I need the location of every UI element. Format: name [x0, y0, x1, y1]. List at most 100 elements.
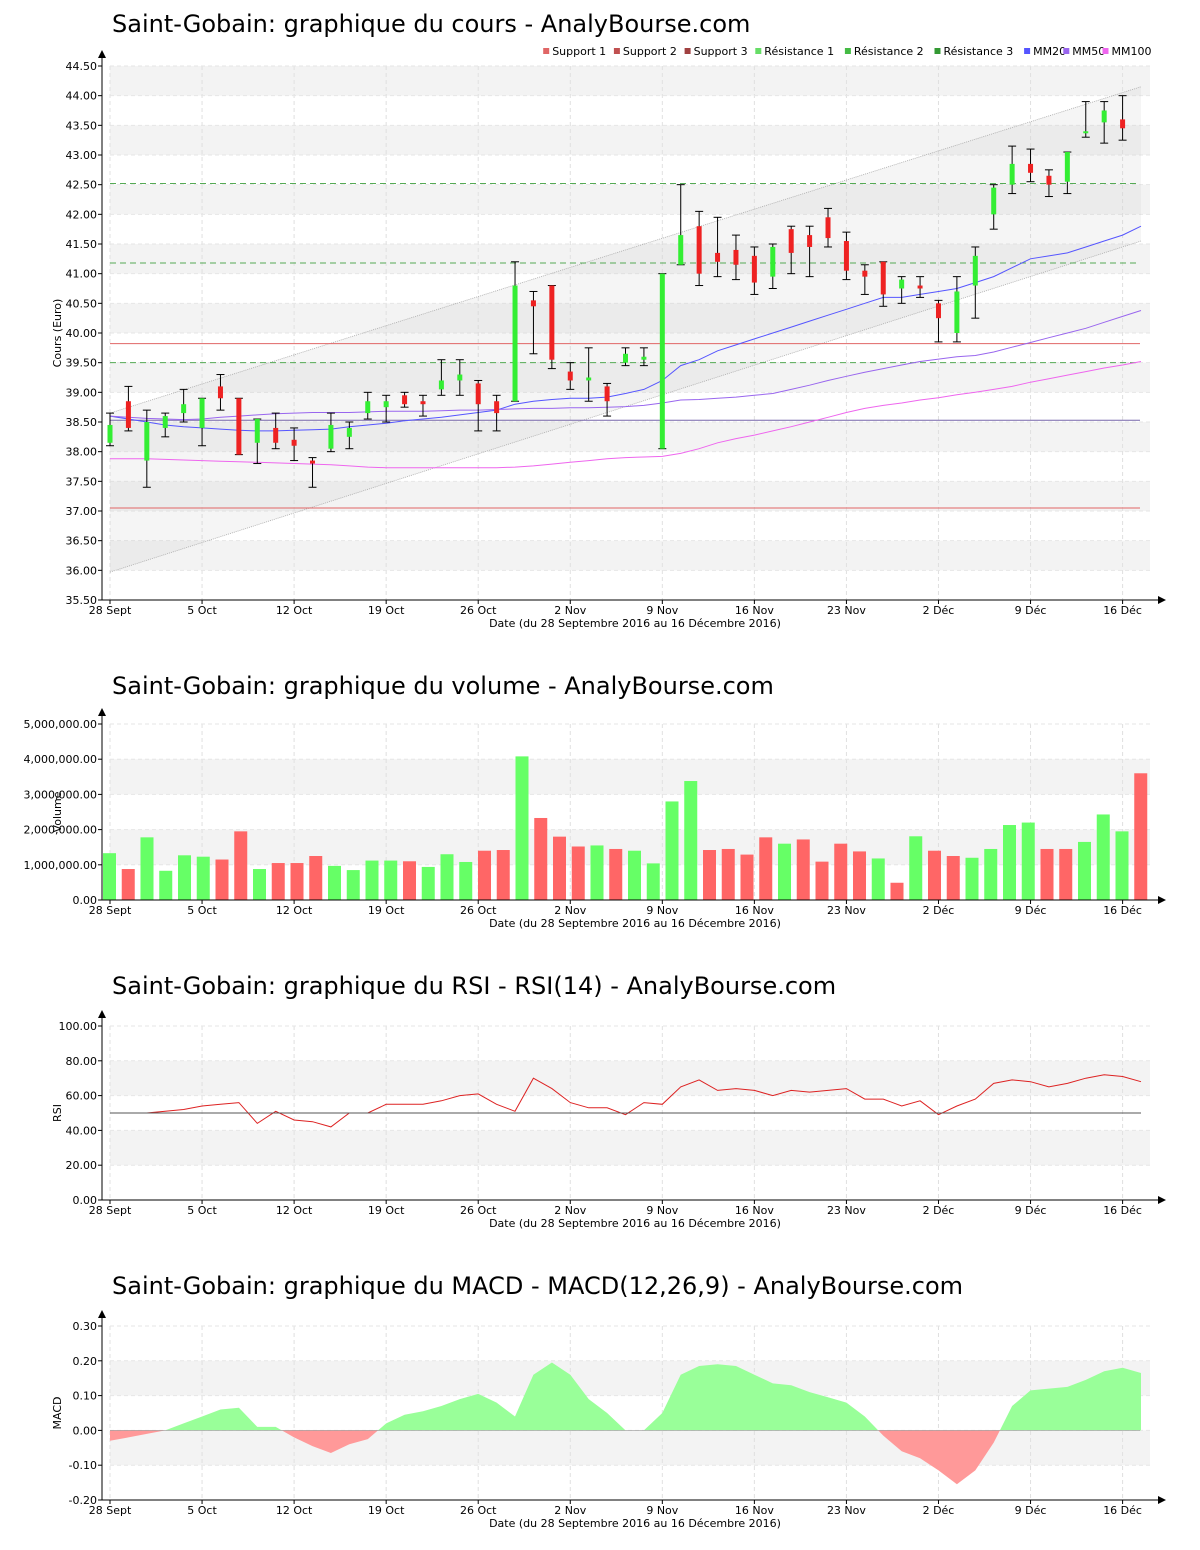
y-tick-label: 44.00 — [66, 90, 98, 103]
candle-body — [880, 261, 886, 295]
macd-area-negative — [878, 1430, 1000, 1485]
candle-body — [807, 235, 813, 247]
volume-bar — [590, 845, 604, 900]
legend-swatch — [1102, 48, 1109, 54]
candle-body — [107, 424, 113, 443]
candle-body — [475, 383, 481, 405]
volume-bar — [871, 858, 885, 900]
x-tick-label: 2 Déc — [923, 904, 955, 917]
candle-body — [770, 246, 776, 277]
x-tick-label: 5 Oct — [187, 1204, 217, 1217]
grid-band — [110, 422, 1150, 452]
volume-bar — [384, 860, 398, 900]
x-tick-label: 16 Déc — [1103, 1204, 1142, 1217]
volume-bar — [1134, 773, 1148, 900]
x-tick-label: 28 Sept — [89, 904, 132, 917]
legend-label: Résistance 3 — [944, 45, 1014, 58]
x-tick-label: 9 Déc — [1015, 1204, 1047, 1217]
y-tick-label: 0.30 — [73, 1320, 98, 1333]
volume-bar — [703, 850, 716, 900]
candle-body — [217, 386, 223, 399]
x-tick-label: 9 Nov — [646, 1204, 678, 1217]
x-tick-label: 9 Nov — [646, 604, 678, 617]
volume-bar — [534, 817, 548, 900]
y-tick-label: 37.50 — [66, 475, 98, 488]
volume-bar — [1096, 814, 1110, 900]
x-tick-label: 5 Oct — [187, 904, 217, 917]
y-tick-label: 60.00 — [66, 1090, 98, 1103]
x-tick-label: 5 Oct — [187, 604, 217, 617]
volume-bar — [253, 869, 266, 900]
x-axis-title: Date (du 28 Septembre 2016 au 16 Décembr… — [489, 917, 781, 930]
candle-body — [623, 353, 628, 363]
candle-body — [383, 401, 389, 408]
y-tick-label: 39.50 — [66, 357, 98, 370]
legend-label: Support 3 — [694, 45, 748, 58]
legend-label: MM100 — [1112, 45, 1152, 58]
volume-bar — [965, 857, 979, 900]
y-axis-title: MACD — [51, 1397, 64, 1430]
volume-bar — [740, 854, 754, 900]
y-tick-label: 20.00 — [66, 1159, 98, 1172]
macd-area-negative — [110, 1430, 166, 1441]
x-tick-label: 23 Nov — [827, 1504, 866, 1517]
y-tick-label: 0.00 — [73, 1424, 98, 1437]
volume-bar — [159, 870, 173, 900]
candle-body — [586, 377, 592, 381]
macd-area-positive — [378, 1362, 879, 1431]
candle-body — [604, 386, 610, 402]
legend-label: Résistance 2 — [854, 45, 924, 58]
x-tick-label: 12 Oct — [276, 1504, 313, 1517]
grid-band — [110, 125, 1150, 155]
x-tick-label: 23 Nov — [827, 904, 866, 917]
y-tick-label: 36.00 — [66, 564, 98, 577]
x-axis-title: Date (du 28 Septembre 2016 au 16 Décembr… — [489, 1217, 781, 1230]
legend-label: MM20 — [1033, 45, 1066, 58]
volume-bar — [140, 837, 154, 900]
volume-bar — [646, 863, 660, 900]
y-tick-label: 40.00 — [66, 1124, 98, 1137]
volume-bar — [890, 882, 904, 900]
x-axis-title: Date (du 28 Septembre 2016 au 16 Décembr… — [489, 1517, 781, 1530]
candle-body — [291, 439, 297, 446]
y-tick-label: 2,000,000.00 — [24, 824, 97, 837]
candle-body — [125, 401, 131, 428]
y-tick-label: 1,000,000.00 — [24, 859, 97, 872]
volume-chart-block: Saint-Gobain: graphique du volume - Anal… — [0, 670, 1200, 940]
candle-body — [420, 401, 426, 405]
x-tick-label: 12 Oct — [276, 1204, 313, 1217]
candle-body — [991, 187, 997, 215]
y-tick-label: 41.00 — [66, 268, 98, 281]
grid-band — [110, 362, 1150, 393]
x-tick-label: 16 Déc — [1103, 1504, 1142, 1517]
y-axis-arrow — [98, 708, 106, 716]
x-tick-label: 12 Oct — [276, 604, 313, 617]
candle-body — [236, 398, 242, 455]
volume-bar — [196, 856, 210, 900]
x-tick-label: 9 Déc — [1015, 604, 1047, 617]
macd-area-positive — [165, 1407, 282, 1431]
x-tick-label: 2 Déc — [923, 1204, 955, 1217]
y-tick-label: 0.00 — [73, 894, 98, 907]
candle-body — [1083, 131, 1089, 134]
candle-body — [346, 427, 352, 437]
x-tick-label: 2 Nov — [554, 1504, 586, 1517]
y-tick-label: 0.00 — [73, 1194, 98, 1207]
y-tick-label: 44.50 — [66, 60, 98, 73]
candle-body — [659, 273, 665, 449]
volume-chart-title: Saint-Gobain: graphique du volume - Anal… — [112, 672, 774, 700]
grid-band — [110, 540, 1150, 571]
candle-body — [273, 427, 279, 443]
candle-body — [181, 404, 187, 414]
volume-bar — [215, 859, 229, 900]
moving-average-line — [109, 310, 1142, 421]
y-tick-label: 4,000,000.00 — [24, 753, 97, 766]
legend-label: Support 1 — [552, 45, 606, 58]
candle-body — [530, 300, 536, 307]
candle-body — [1009, 163, 1015, 185]
candle-body — [402, 395, 408, 405]
grid-band — [110, 1360, 1150, 1396]
y-tick-label: 3,000,000.00 — [24, 788, 97, 801]
candle-body — [954, 291, 960, 333]
volume-bar — [909, 836, 923, 900]
